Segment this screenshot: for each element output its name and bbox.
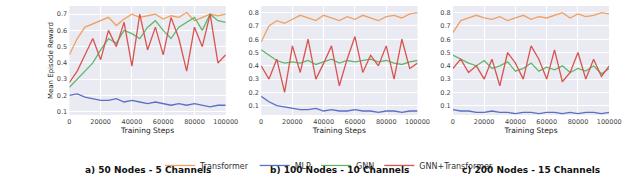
svg-text:20000: 20000 <box>474 118 495 126</box>
svg-text:b) 100 Nodes - 10 Channels: b) 100 Nodes - 10 Channels <box>270 165 409 175</box>
svg-text:0.1: 0.1 <box>440 102 450 110</box>
svg-text:0.4: 0.4 <box>249 62 259 70</box>
svg-text:0.5: 0.5 <box>440 49 450 57</box>
svg-text:80000: 80000 <box>184 118 205 126</box>
svg-text:0.4: 0.4 <box>57 59 67 67</box>
svg-text:20000: 20000 <box>282 118 303 126</box>
svg-text:40000: 40000 <box>122 118 143 126</box>
svg-text:0: 0 <box>451 118 455 126</box>
svg-text:0.2: 0.2 <box>440 89 450 97</box>
svg-text:0.8: 0.8 <box>249 9 259 17</box>
svg-text:0.7: 0.7 <box>249 22 259 30</box>
svg-text:80000: 80000 <box>568 118 589 126</box>
svg-text:0.5: 0.5 <box>57 43 67 51</box>
svg-text:0.3: 0.3 <box>440 75 450 83</box>
svg-text:60000: 60000 <box>345 118 366 126</box>
svg-text:GNN+Transformer: GNN+Transformer <box>419 162 493 171</box>
svg-text:0.3: 0.3 <box>57 75 67 83</box>
svg-text:100000: 100000 <box>405 118 430 126</box>
svg-text:20000: 20000 <box>90 118 111 126</box>
svg-text:60000: 60000 <box>153 118 174 126</box>
svg-text:40000: 40000 <box>505 118 526 126</box>
svg-text:c) 200 Nodes - 15 Channels: c) 200 Nodes - 15 Channels <box>462 165 600 175</box>
svg-text:60000: 60000 <box>536 118 557 126</box>
svg-text:Mean Episode Reward: Mean Episode Reward <box>47 22 55 99</box>
svg-text:0.6: 0.6 <box>57 27 67 35</box>
svg-text:0.1: 0.1 <box>57 108 67 116</box>
svg-text:0: 0 <box>67 118 71 126</box>
svg-text:0.7: 0.7 <box>440 22 450 30</box>
svg-text:0.5: 0.5 <box>249 49 259 57</box>
svg-text:100000: 100000 <box>597 118 622 126</box>
svg-text:40000: 40000 <box>313 118 334 126</box>
svg-text:80000: 80000 <box>376 118 397 126</box>
svg-text:Training Steps: Training Steps <box>120 126 174 135</box>
svg-text:0.6: 0.6 <box>440 36 450 44</box>
svg-text:0.8: 0.8 <box>440 9 450 17</box>
svg-text:a) 50 Nodes - 5 Channels: a) 50 Nodes - 5 Channels <box>85 165 211 175</box>
svg-text:Training Steps: Training Steps <box>504 126 558 135</box>
svg-text:0.2: 0.2 <box>57 92 67 100</box>
svg-text:0.1: 0.1 <box>249 102 259 110</box>
svg-text:MLP: MLP <box>295 162 311 171</box>
svg-text:GNN: GNN <box>356 162 374 171</box>
svg-text:0.6: 0.6 <box>249 36 259 44</box>
svg-text:Training Steps: Training Steps <box>312 126 366 135</box>
svg-text:0.3: 0.3 <box>249 75 259 83</box>
svg-text:0.2: 0.2 <box>249 89 259 97</box>
svg-text:0.4: 0.4 <box>440 62 450 70</box>
svg-text:0: 0 <box>259 118 263 126</box>
svg-text:Transformer: Transformer <box>199 162 249 171</box>
svg-text:100000: 100000 <box>213 118 238 126</box>
svg-text:0.7: 0.7 <box>57 10 67 18</box>
